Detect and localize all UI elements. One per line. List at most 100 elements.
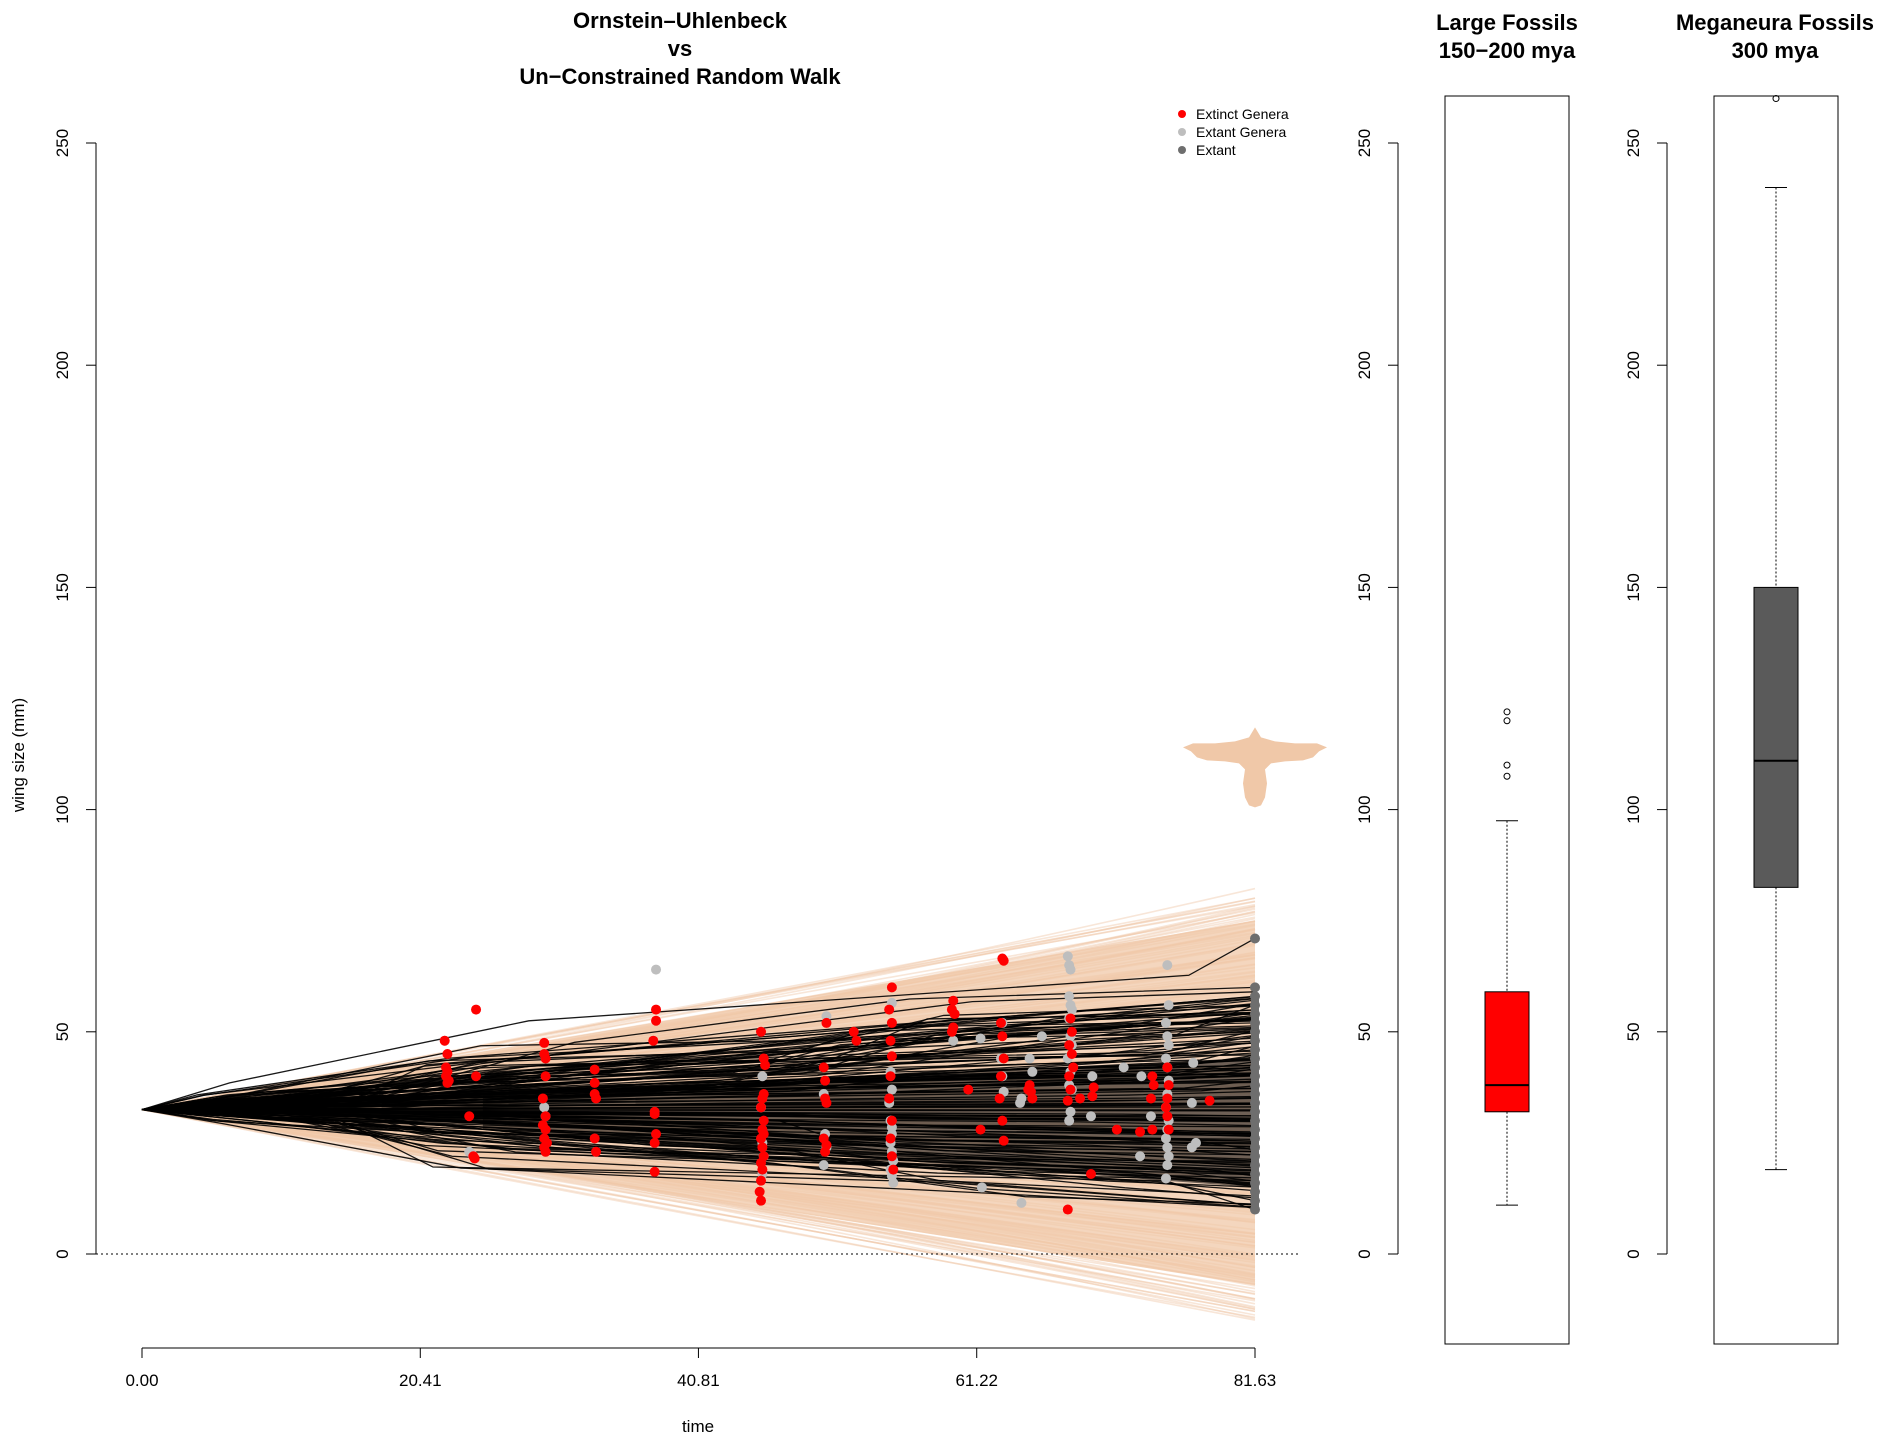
extinct-genus-point — [1062, 1095, 1073, 1106]
extinct-genus-point — [975, 1124, 986, 1135]
extinct-genus-point — [1160, 1102, 1171, 1113]
extant-genus-point — [1016, 1197, 1027, 1208]
extinct-genus-point — [1065, 1013, 1076, 1024]
extant-point — [1250, 933, 1260, 944]
box2-y-tick-label-200: 200 — [1624, 351, 1643, 379]
box1-boxplot — [1484, 708, 1530, 1206]
y-axis-ticks: 0 50 100 150 200 250 — [53, 129, 96, 1259]
extant-genus-point — [888, 1177, 899, 1188]
extinct-genus-point — [1087, 1091, 1098, 1102]
box-panel-meganeura: Meganeura Fossils 300 mya 0 50 100 150 200 25… — [1624, 10, 1874, 1345]
box1-outlier — [1503, 761, 1511, 769]
legend-label-extinct: Extinct Genera — [1196, 106, 1289, 122]
extinct-genus-point — [1065, 1084, 1076, 1095]
extinct-genus-point — [885, 1035, 896, 1046]
extant-genus-point — [1160, 1173, 1171, 1184]
box2-y-tick-label-150: 150 — [1624, 573, 1643, 601]
legend-swatch-extant-genera — [1178, 128, 1186, 136]
extant-genus-point — [1160, 1053, 1171, 1064]
extant-genus-point — [1027, 1066, 1038, 1077]
box1-y-tick-label-0: 0 — [1355, 1249, 1374, 1258]
extinct-genus-point — [589, 1133, 600, 1144]
extinct-genus-point — [464, 1111, 475, 1122]
extinct-genus-point — [998, 1135, 1009, 1146]
extinct-genus-point — [651, 1004, 662, 1015]
extinct-genus-point — [848, 1026, 859, 1037]
extinct-genus-point — [757, 1164, 768, 1175]
extant-genus-point — [1065, 964, 1076, 975]
main-title-line-3: Un−Constrained Random Walk — [519, 64, 841, 89]
simulation-line — [141, 1108, 1256, 1319]
x-tick-label-0.00: 0.00 — [125, 1371, 158, 1390]
extinct-genus-point — [886, 1051, 897, 1062]
extinct-genus-point — [948, 995, 959, 1006]
box1-outlier — [1503, 772, 1511, 780]
extant-genus-point — [1145, 1111, 1156, 1122]
extant-genus-point — [1163, 1151, 1174, 1162]
extinct-genus-point — [1066, 1049, 1077, 1060]
extinct-genus-point — [1147, 1124, 1158, 1135]
extinct-genus-point — [756, 1133, 767, 1144]
extinct-genus-point — [995, 1017, 1006, 1028]
extinct-genus-point — [540, 1071, 551, 1082]
tree-density-band — [482, 1058, 1256, 1188]
extinct-genus-point — [756, 1102, 767, 1113]
extinct-genus-point — [442, 1049, 453, 1060]
bird-silhouette-icon — [1183, 727, 1327, 808]
main-y-tick-label-0: 0 — [53, 1249, 72, 1258]
tree-branch — [141, 1108, 1256, 1199]
extinct-genus-point — [886, 1017, 897, 1028]
tree-branch — [141, 1022, 1256, 1111]
box2-y-axis-ticks: 0 50 100 150 200 250 — [1624, 129, 1667, 1259]
simulation-line — [141, 1108, 1256, 1295]
x-tick-label-40.81: 40.81 — [677, 1371, 720, 1390]
extinct-genus-point — [649, 1166, 660, 1177]
extant-genus-point — [1163, 1040, 1174, 1051]
extant-point — [1250, 982, 1260, 993]
main-y-tick-label-150: 150 — [53, 573, 72, 601]
legend-swatch-extant — [1178, 146, 1186, 154]
extinct-genus-point — [885, 1071, 896, 1082]
extinct-genus-point — [758, 1115, 769, 1126]
extinct-genus-point — [963, 1084, 974, 1095]
box1-y-tick-label-100: 100 — [1355, 795, 1374, 823]
box2-y-tick-label-100: 100 — [1624, 795, 1643, 823]
extinct-genus-point — [540, 1111, 551, 1122]
extinct-genus-point — [591, 1146, 602, 1157]
extinct-genus-point — [540, 1053, 551, 1064]
extinct-genus-point — [1085, 1169, 1096, 1180]
extinct-genus-point — [1163, 1124, 1174, 1135]
extinct-genus-point — [1088, 1082, 1099, 1093]
x-axis-label: time — [682, 1417, 714, 1436]
extinct-genus-point — [589, 1077, 600, 1088]
extinct-genus-point — [757, 1093, 768, 1104]
extinct-genus-point — [998, 955, 1009, 966]
extant-genus-point — [976, 1182, 987, 1193]
extinct-genus-point — [760, 1060, 771, 1071]
main-title-line-2: vs — [668, 36, 692, 61]
extant-genus-point — [651, 964, 662, 975]
extinct-genus-point — [946, 1026, 957, 1037]
extinct-genus-point — [994, 1093, 1005, 1104]
tree-branch — [141, 986, 1256, 1111]
extinct-genus-point — [471, 1071, 482, 1082]
data-points — [439, 933, 1260, 1215]
extinct-genus-point — [649, 1109, 660, 1120]
tree-branch — [141, 1042, 1256, 1111]
box1-outlier — [1503, 717, 1511, 725]
extinct-genus-point — [820, 1075, 831, 1086]
extinct-genus-point — [539, 1037, 550, 1048]
extant-genus-point — [1163, 1000, 1174, 1011]
main-y-tick-label-250: 250 — [53, 129, 72, 157]
extinct-genus-point — [589, 1064, 600, 1075]
extinct-genus-point — [756, 1026, 767, 1037]
extinct-genus-point — [1145, 1093, 1156, 1104]
extant-genus-point — [1135, 1151, 1146, 1162]
simulation-line — [141, 1108, 1256, 1290]
box2-boxplot — [1753, 95, 1799, 1171]
extinct-genus-point — [821, 1097, 832, 1108]
extinct-genus-point — [591, 1093, 602, 1104]
extinct-genus-point — [995, 1071, 1006, 1082]
box2-y-tick-label-0: 0 — [1624, 1249, 1643, 1258]
